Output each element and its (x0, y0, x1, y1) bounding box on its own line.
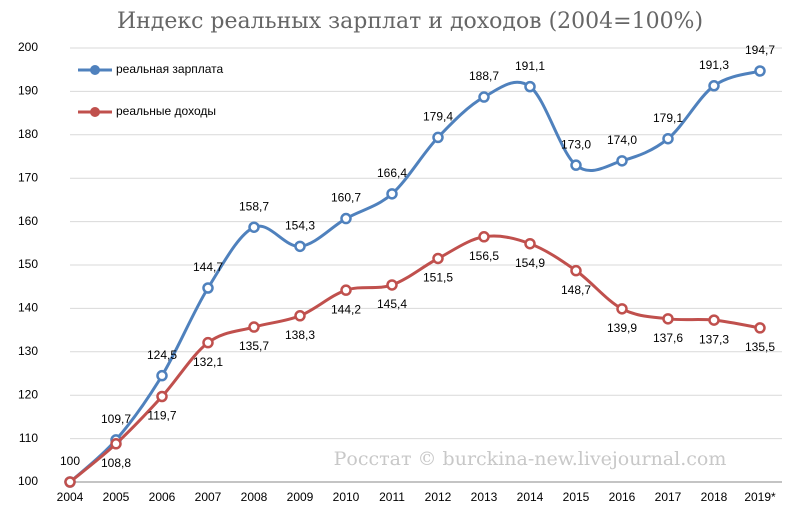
data-point (340, 284, 352, 296)
data-point (478, 91, 490, 103)
x-tick-label: 2015 (563, 490, 590, 504)
x-tick-label: 2008 (241, 490, 268, 504)
data-point (662, 313, 674, 325)
legend-label: реальные доходы (116, 104, 216, 118)
data-point (64, 476, 76, 488)
data-point (708, 314, 720, 326)
legend-label: реальная зарплата (116, 62, 224, 76)
watermark: Росстат © burckina-new.livejournal.com (334, 448, 727, 470)
legend-marker (90, 65, 100, 75)
data-point (432, 131, 444, 144)
data-point (248, 321, 260, 333)
data-label: 188,7 (469, 69, 499, 83)
y-tick-label: 180 (18, 127, 38, 141)
data-point (110, 438, 122, 450)
data-label: 191,1 (515, 59, 545, 73)
x-tick-label: 2014 (517, 490, 544, 504)
data-point (708, 80, 720, 92)
data-point (524, 237, 536, 250)
data-label: 119,7 (147, 409, 176, 423)
data-point (570, 159, 582, 171)
data-point (570, 264, 582, 277)
data-point (386, 279, 398, 291)
y-tick-label: 190 (18, 84, 38, 98)
data-label: 151,5 (423, 271, 453, 285)
data-label: 174,0 (607, 133, 637, 147)
data-label: 138,3 (285, 328, 315, 342)
data-label: 194,7 (745, 43, 775, 57)
data-point (386, 188, 398, 200)
data-point (754, 65, 766, 77)
x-tick-label: 2009 (287, 490, 314, 504)
data-point (294, 240, 306, 253)
y-tick-label: 160 (18, 214, 38, 228)
data-label: 191,3 (699, 58, 729, 72)
x-tick-label: 2010 (333, 490, 360, 504)
data-label: 139,9 (607, 321, 637, 335)
data-label: 137,3 (699, 332, 729, 346)
data-label: 166,4 (377, 166, 407, 180)
data-point (662, 132, 674, 145)
data-label: 145,4 (377, 297, 407, 311)
data-point (202, 336, 214, 349)
data-label: 156,5 (469, 249, 499, 263)
data-label: 144,7 (193, 260, 223, 274)
x-tick-label: 2011 (379, 490, 405, 504)
data-point (616, 303, 628, 315)
legend-marker (90, 107, 100, 117)
data-label: 179,4 (423, 110, 453, 124)
data-point (248, 221, 260, 233)
y-tick-label: 120 (18, 387, 38, 401)
x-tick-label: 2012 (425, 490, 452, 504)
data-label: 109,7 (101, 412, 131, 426)
y-tick-label: 170 (18, 170, 38, 184)
data-point (202, 282, 214, 294)
y-tick-label: 110 (19, 431, 38, 445)
x-tick-label: 2004 (57, 490, 84, 504)
data-label: 158,7 (239, 199, 269, 213)
data-point (156, 390, 168, 403)
x-tick-label: 2016 (609, 490, 636, 504)
x-tick-label: 2018 (701, 490, 728, 504)
x-tick-label: 2007 (195, 490, 222, 504)
y-tick-label: 200 (18, 40, 38, 54)
x-tick-label: 2005 (103, 490, 130, 504)
data-label: 160,7 (331, 191, 361, 205)
data-label: 173,0 (561, 137, 591, 151)
data-label: 148,7 (561, 283, 591, 297)
x-tick-label: 2006 (149, 490, 176, 504)
data-label: 154,9 (515, 256, 545, 270)
data-label: 135,7 (239, 339, 269, 353)
series-line (68, 69, 761, 484)
y-tick-label: 150 (18, 257, 38, 271)
y-tick-label: 130 (18, 344, 38, 358)
x-tick-label: 2019* (744, 490, 776, 504)
data-point (754, 322, 766, 334)
y-tick-label: 140 (18, 301, 38, 315)
data-label: 132,1 (193, 355, 223, 369)
data-label: 154,3 (285, 219, 315, 233)
data-label: 100 (60, 454, 80, 468)
data-label: 108,8 (101, 456, 131, 470)
data-point (478, 231, 490, 243)
data-point (294, 310, 306, 322)
data-label: 135,5 (745, 340, 775, 354)
data-label: 179,1 (653, 111, 683, 125)
x-tick-label: 2013 (471, 490, 498, 504)
data-label: 144,2 (331, 302, 361, 316)
data-point (432, 252, 444, 265)
data-label: 124,5 (147, 348, 177, 362)
data-label: 137,6 (653, 331, 683, 345)
y-tick-label: 100 (18, 474, 38, 488)
x-tick-label: 2017 (655, 490, 682, 504)
series-line (69, 234, 761, 484)
data-point (340, 212, 352, 225)
data-point (156, 369, 168, 382)
chart-title: Индекс реальных зарплат и доходов (2004=… (117, 9, 703, 34)
data-point (616, 155, 628, 167)
data-point (524, 80, 536, 93)
